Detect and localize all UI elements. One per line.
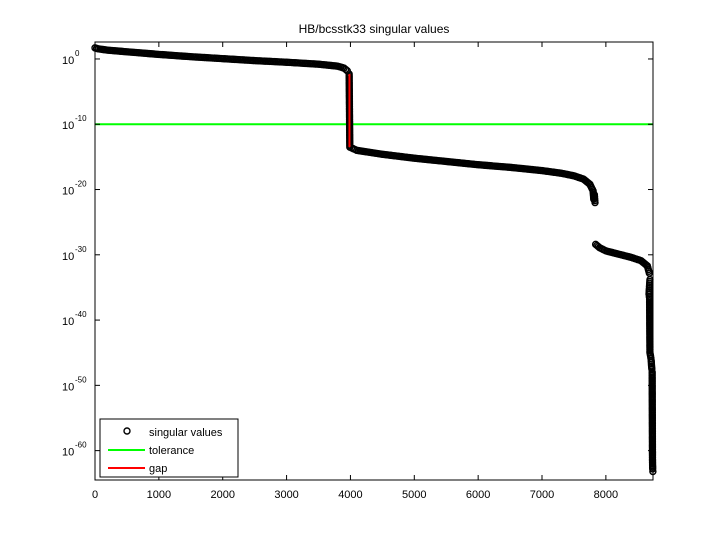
x-tick-label: 6000 xyxy=(466,489,490,501)
plot-layer xyxy=(91,44,657,476)
legend: singular values tolerance gap xyxy=(99,418,239,478)
y-tick-label-base: 10 xyxy=(62,186,74,198)
y-tick-label-base: 10 xyxy=(62,447,74,459)
y-tick-label-base: 10 xyxy=(62,381,74,393)
y-tick-label-base: 10 xyxy=(62,316,74,328)
y-tick-label-exponent: -60 xyxy=(75,441,87,450)
x-tick-label: 7000 xyxy=(530,489,554,501)
x-tick-label: 0 xyxy=(92,489,98,501)
singular-value-point xyxy=(341,65,350,74)
axes-frame xyxy=(94,41,654,481)
y-tick-label-exponent: -50 xyxy=(75,375,87,384)
y-tick-label-base: 10 xyxy=(62,120,74,132)
x-tick-label: 1000 xyxy=(147,489,171,501)
y-tick-label-exponent: -30 xyxy=(75,245,87,254)
x-tick-label: 5000 xyxy=(402,489,426,501)
legend-label: singular values xyxy=(149,427,223,439)
y-tick-label-exponent: 0 xyxy=(75,49,80,58)
x-tick-label: 3000 xyxy=(274,489,298,501)
y-tick-label-exponent: -40 xyxy=(75,310,87,319)
chart-title: HB/bcsstk33 singular values xyxy=(299,22,450,36)
y-tick-label-base: 10 xyxy=(62,251,74,263)
legend-label: tolerance xyxy=(149,445,194,457)
y-tick-label-exponent: -10 xyxy=(75,114,87,123)
tick-layer: 0 1000 2000 3000 4000 5000 6000 7000 800010010-1… xyxy=(62,42,653,501)
x-tick-label: 2000 xyxy=(210,489,234,501)
y-tick-label-exponent: -20 xyxy=(75,180,87,189)
x-tick-label: 4000 xyxy=(338,489,362,501)
legend-label: gap xyxy=(149,463,167,475)
x-tick-label: 8000 xyxy=(594,489,618,501)
singular-value-point xyxy=(591,198,599,207)
legend-marker xyxy=(123,427,131,435)
y-tick-label-base: 10 xyxy=(62,55,74,67)
